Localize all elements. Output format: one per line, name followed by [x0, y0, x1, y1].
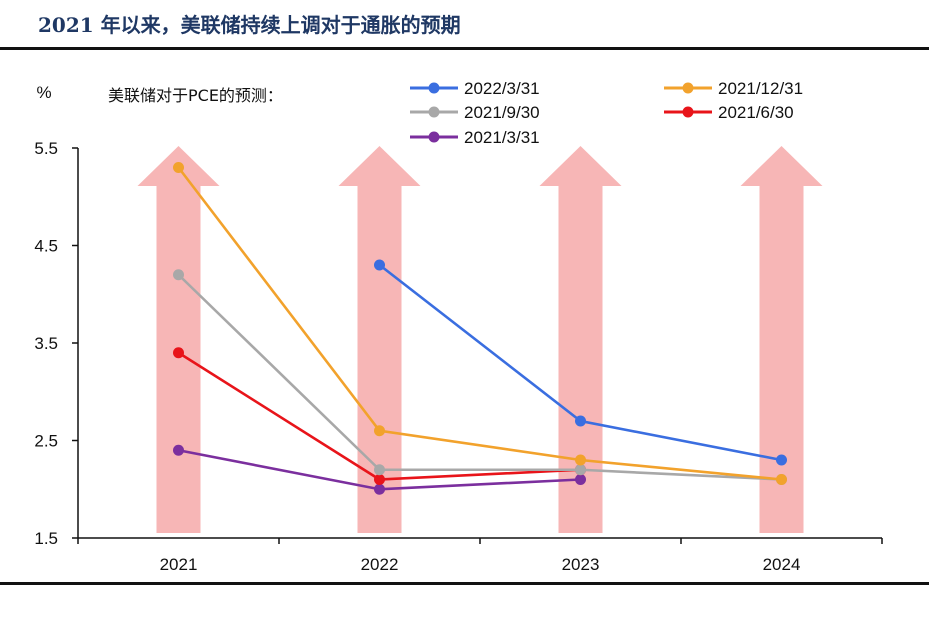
legend-label: 2021/6/30 [718, 103, 794, 122]
chart-subtitle: 美联储对于PCE的预测： [108, 86, 283, 105]
arrow-2023 [539, 146, 622, 533]
series-lines [173, 162, 787, 495]
y-tick-label: 3.5 [34, 334, 58, 353]
data-point-2021 [173, 444, 184, 456]
data-point-2024 [776, 454, 787, 466]
bottom-divider [0, 582, 929, 585]
legend-item: 2021/9/30 [410, 103, 540, 122]
legend-swatch-marker [428, 131, 440, 143]
x-ticks: 2021 2022 2023 2024 [77, 538, 883, 574]
y-tick-label: 1.5 [34, 529, 58, 548]
legend-item: 2021/6/30 [664, 103, 794, 122]
data-point-2022 [374, 425, 385, 437]
legend-swatch-marker [428, 82, 440, 94]
data-point-2021 [173, 269, 184, 281]
series-line [177, 166, 782, 481]
y-axis-unit: % [36, 83, 51, 102]
top-divider [0, 47, 929, 50]
y-tick-label: 4.5 [34, 237, 58, 256]
series-2021/12/31 [173, 162, 787, 485]
legend-label: 2021/3/31 [464, 128, 540, 147]
data-point-2022 [374, 483, 385, 495]
data-point-2022 [374, 474, 385, 485]
x-tick-label: 2023 [562, 555, 600, 574]
y-tick-label: 2.5 [34, 432, 58, 451]
legend-item: 2021/12/31 [664, 79, 803, 98]
data-point-2023 [575, 474, 586, 485]
legend-item: 2022/3/31 [410, 79, 540, 98]
legend-label: 2022/3/31 [464, 79, 540, 98]
legend-item: 2021/3/31 [410, 128, 540, 147]
figure-title: 2021 年以来，美联储持续上调对于通胀的预期 [38, 13, 461, 37]
arrow-2022 [338, 146, 421, 533]
series-line [177, 273, 782, 481]
data-point-2023 [575, 464, 586, 476]
series-2021/3/31 [173, 444, 586, 495]
y-ticks: 5.5 4.5 3.5 2.5 1.5 [34, 139, 78, 548]
legend-label: 2021/9/30 [464, 103, 540, 122]
data-point-2024 [776, 474, 787, 485]
upward-arrows [137, 146, 823, 533]
data-point-2022 [374, 464, 385, 476]
data-point-2023 [575, 454, 586, 466]
legend-swatch-marker [682, 106, 694, 118]
y-tick-label: 5.5 [34, 139, 58, 158]
legend-label: 2021/12/31 [718, 79, 803, 98]
data-point-2023 [575, 415, 586, 427]
arrow-2021 [137, 146, 220, 533]
axes: % 美联储对于PCE的预测： [36, 83, 882, 539]
legend-swatch-marker [682, 82, 694, 94]
x-tick-label: 2022 [361, 555, 399, 574]
series-2022/3/31 [374, 259, 787, 466]
legend: 2022/3/31 2021/12/31 2021/9/30 2021/6/30 202… [410, 79, 803, 147]
x-tick-label: 2024 [763, 555, 801, 574]
series-2021/9/30 [173, 269, 787, 485]
x-tick-label: 2021 [160, 555, 198, 574]
legend-swatch-marker [428, 106, 440, 118]
arrow-2024 [740, 146, 823, 533]
data-point-2021 [173, 162, 184, 173]
data-point-2022 [374, 259, 385, 271]
data-point-2021 [173, 347, 184, 359]
